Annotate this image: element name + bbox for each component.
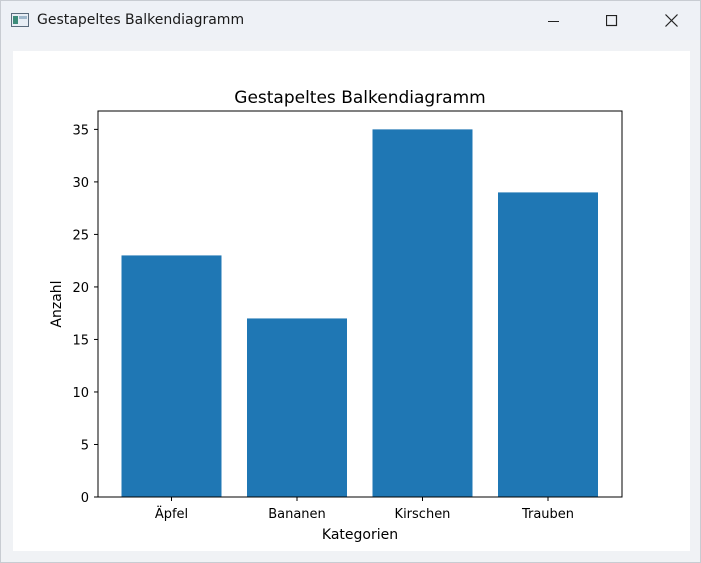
bar-2 [372, 129, 473, 497]
y-tick-label: 0 [81, 491, 89, 506]
close-button[interactable] [642, 1, 700, 40]
title-bar[interactable]: Gestapeltes Balkendiagramm [1, 1, 700, 40]
y-axis-label: Anzahl [49, 280, 65, 327]
figure-canvas: Gestapeltes Balkendiagramm 0 5 10 15 20 25 30 3… [13, 51, 690, 551]
window-title: Gestapeltes Balkendiagramm [37, 12, 245, 28]
y-tick-label: 10 [72, 386, 89, 401]
chart-title: Gestapeltes Balkendiagramm [234, 88, 485, 108]
x-tick-label: Äpfel [155, 506, 188, 522]
x-tick-label: Bananen [268, 507, 326, 522]
x-tick-label: Kirschen [395, 507, 451, 522]
bar-group [121, 129, 598, 497]
minimize-icon [548, 20, 559, 22]
y-tick-label: 5 [81, 438, 89, 453]
minimize-button[interactable] [525, 1, 583, 40]
x-tick-label: Trauben [521, 507, 574, 522]
y-tick-label: 35 [72, 123, 89, 138]
y-axis-ticks: 0 5 10 15 20 25 30 35 [72, 123, 98, 506]
close-icon [664, 14, 678, 27]
x-axis-label: Kategorien [322, 527, 398, 543]
y-tick-label: 15 [72, 333, 89, 348]
y-tick-label: 25 [72, 228, 89, 243]
app-window-icon [11, 13, 29, 27]
maximize-button[interactable] [583, 1, 641, 40]
y-tick-label: 30 [72, 176, 89, 191]
plot-area-frame [97, 110, 623, 498]
bar-1 [247, 318, 347, 497]
bar-0 [121, 255, 222, 497]
maximize-icon [606, 14, 618, 26]
bar-chart: Gestapeltes Balkendiagramm 0 5 10 15 20 25 30 3… [49, 88, 623, 543]
x-axis-ticks: Äpfel Bananen Kirschen Trauben [155, 497, 574, 522]
bar-3 [498, 192, 598, 497]
y-tick-label: 20 [72, 281, 89, 296]
